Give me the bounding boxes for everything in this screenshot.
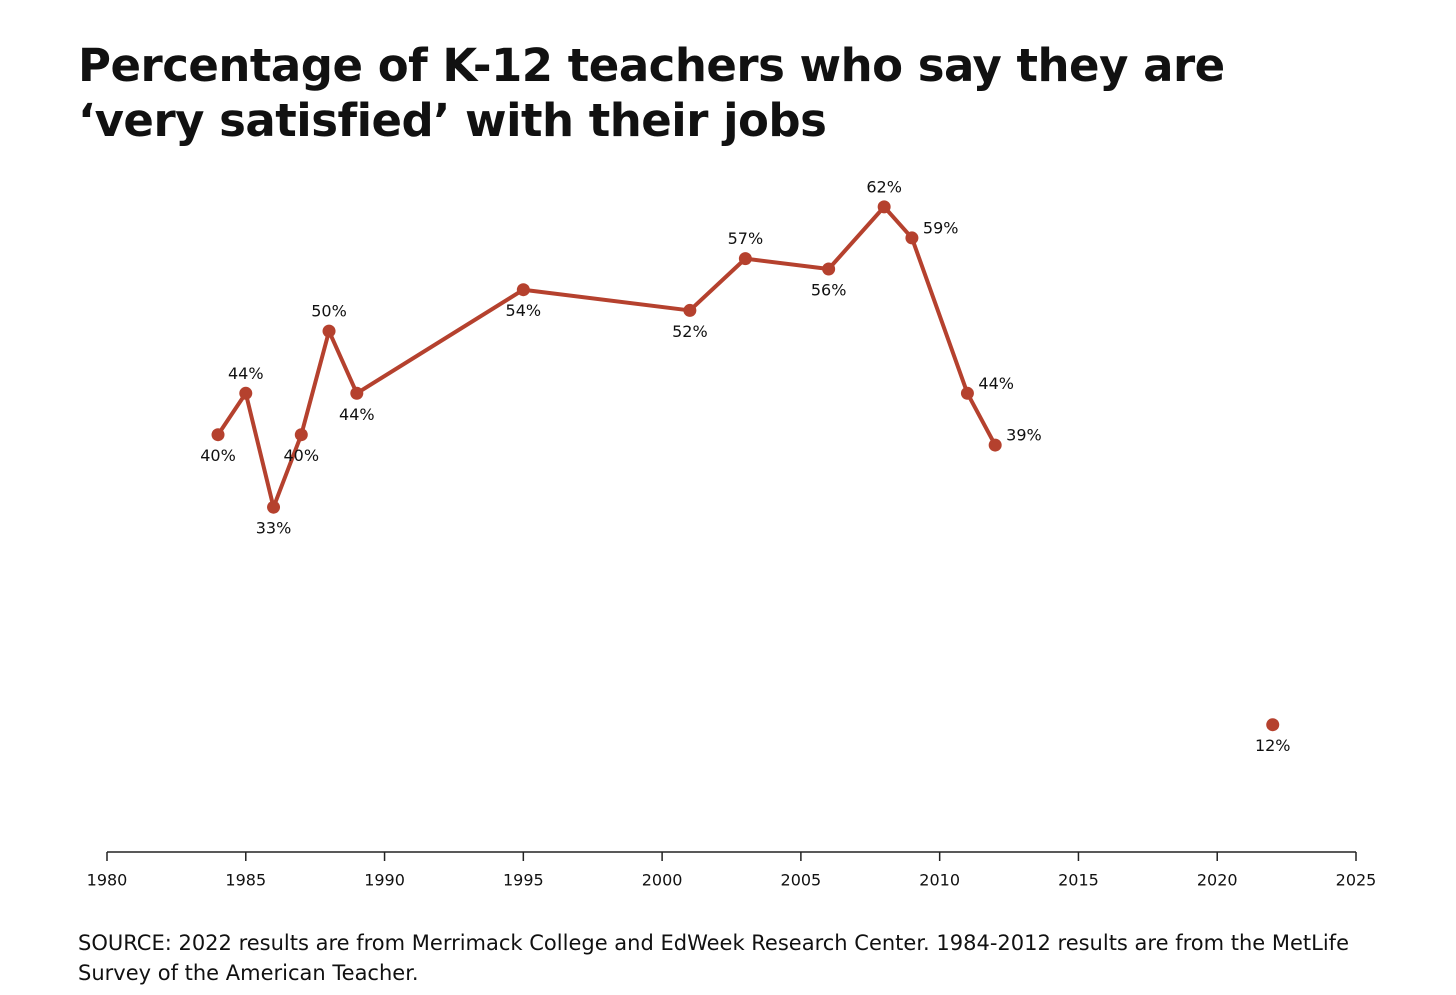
source-note: SOURCE: 2022 results are from Merrimack … — [78, 931, 1349, 985]
point — [322, 324, 336, 338]
x-tick-label: 2015 — [1058, 871, 1099, 890]
x-tick-label: 2010 — [919, 871, 960, 890]
point — [211, 428, 225, 442]
point — [516, 283, 530, 297]
x-tick-label: 2000 — [642, 871, 683, 890]
value-label: 44% — [228, 364, 264, 383]
value-label: 54% — [506, 301, 542, 320]
value-label: 44% — [339, 405, 375, 424]
value-label: 57% — [728, 229, 764, 248]
point — [350, 386, 364, 400]
chart-title: Percentage of K-12 teachers who say they… — [78, 39, 1225, 147]
value-label: 59% — [923, 218, 959, 237]
point — [905, 231, 919, 245]
value-label: 39% — [1006, 426, 1042, 445]
line — [216, 204, 997, 510]
value-label: 56% — [811, 281, 847, 300]
value-label: 52% — [672, 322, 708, 341]
x-tick-label: 2025 — [1336, 871, 1377, 890]
chart: 1980 1985 1990 1995 2000 2005 2010 2015 2020 2025… — [87, 177, 1377, 890]
value-label: 12% — [1255, 736, 1291, 755]
point — [738, 252, 752, 266]
x-tick-label: 1985 — [225, 871, 266, 890]
value-label: 40% — [284, 446, 320, 465]
point — [960, 386, 974, 400]
point — [877, 200, 891, 214]
point — [267, 500, 281, 514]
x-tick-label: 1990 — [364, 871, 405, 890]
value-label: 40% — [200, 446, 236, 465]
point — [822, 262, 836, 276]
x-tick-label: 2005 — [781, 871, 822, 890]
point — [988, 438, 1002, 452]
point — [1266, 718, 1280, 732]
value-label: 33% — [256, 519, 292, 538]
value-label: 50% — [311, 302, 347, 321]
value-label: 62% — [866, 177, 902, 196]
x-tick-label: 2020 — [1197, 871, 1238, 890]
point — [683, 303, 697, 317]
x-tick-label: 1995 — [503, 871, 544, 890]
point — [294, 428, 308, 442]
value-label: 44% — [978, 374, 1014, 393]
point — [239, 386, 253, 400]
x-tick-label: 1980 — [87, 871, 128, 890]
